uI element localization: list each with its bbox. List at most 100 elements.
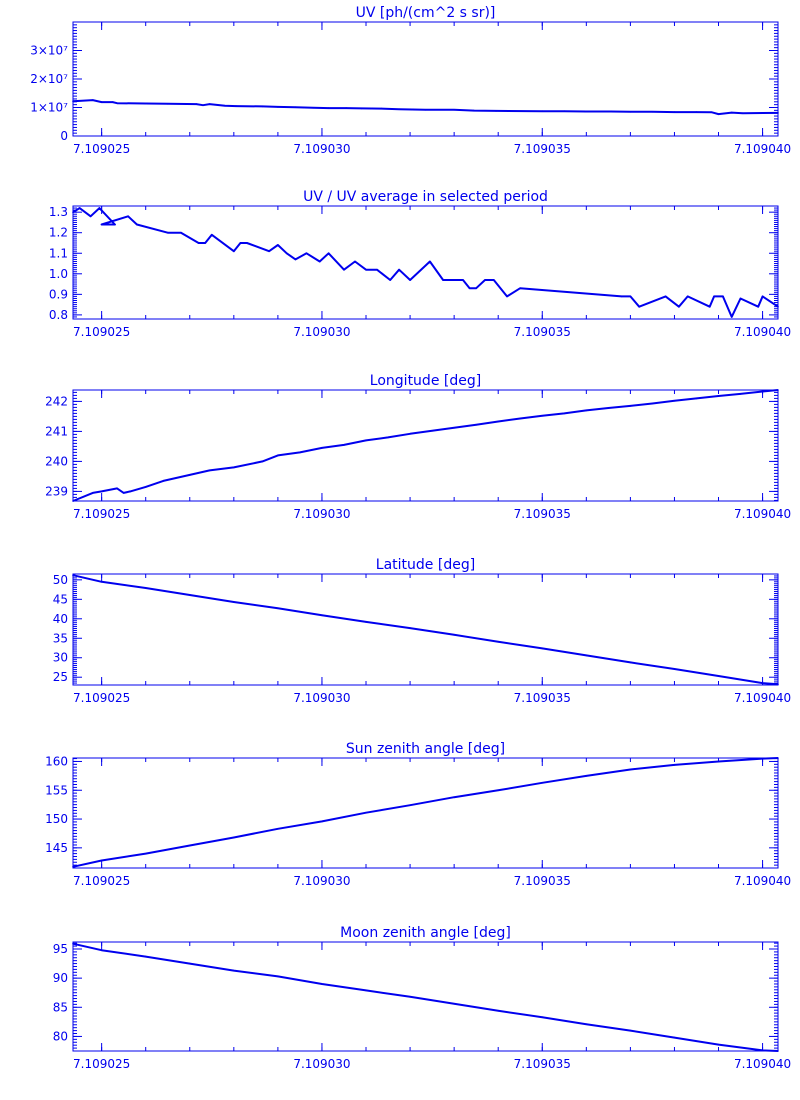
- y-tick-label: 239: [45, 484, 68, 498]
- data-point: [189, 844, 191, 847]
- data-point: [757, 305, 759, 308]
- chart-title: Sun zenith angle [deg]: [346, 741, 505, 757]
- data-point: [233, 601, 235, 603]
- data-point: [468, 287, 471, 290]
- data-point: [305, 252, 308, 255]
- data-point: [431, 430, 433, 432]
- chart-title: UV [ph/(cm^2 s sr)]: [356, 5, 496, 21]
- data-point: [673, 668, 676, 670]
- data-point: [294, 258, 297, 261]
- data-point: [629, 768, 632, 771]
- data-point: [473, 109, 475, 112]
- y-tick-label: 0: [60, 129, 68, 143]
- data-point: [761, 295, 764, 298]
- data-point: [189, 594, 191, 596]
- data-point: [261, 460, 264, 463]
- data-point: [629, 111, 632, 113]
- data-point: [777, 683, 779, 685]
- data-point: [166, 103, 169, 105]
- y-tick-label: 160: [45, 754, 68, 768]
- y-tick-label: 2×10⁷: [30, 72, 68, 86]
- data-point: [475, 287, 478, 290]
- chart-title: Longitude [deg]: [370, 373, 481, 389]
- data-point: [343, 268, 345, 271]
- data-point: [609, 110, 612, 113]
- data-point: [100, 581, 103, 583]
- x-tick-label: 7.109030: [293, 142, 350, 156]
- data-point: [72, 866, 74, 868]
- data-point: [541, 415, 544, 417]
- plot-frame: [72, 757, 779, 869]
- plot-frame: [72, 941, 779, 1052]
- data-point: [233, 250, 235, 252]
- x-tick-label: 7.109030: [293, 691, 350, 705]
- data-point: [144, 486, 147, 488]
- data-point: [739, 297, 742, 300]
- data-point: [189, 962, 191, 965]
- data-point: [208, 469, 211, 472]
- data-point: [100, 101, 103, 103]
- y-tick-label: 3×10⁷: [30, 44, 68, 58]
- data-point: [761, 390, 764, 393]
- x-tick-label: 7.109035: [514, 874, 571, 888]
- data-point: [497, 789, 500, 792]
- data-point: [299, 451, 301, 454]
- data-point: [777, 757, 779, 759]
- data-point: [365, 989, 367, 992]
- x-tick-label: 7.109040: [734, 507, 791, 521]
- data-point: [717, 113, 720, 115]
- y-tick-label: 145: [45, 841, 68, 855]
- y-tick-label: 1.0: [49, 267, 68, 281]
- data-point: [224, 105, 226, 107]
- data-point: [519, 417, 521, 420]
- data-point: [409, 279, 411, 281]
- data-point: [673, 400, 676, 402]
- data-point: [563, 110, 566, 112]
- y-tick-label: 25: [53, 670, 68, 684]
- data-point: [100, 949, 103, 951]
- data-point: [717, 1043, 720, 1046]
- data-point: [204, 242, 206, 244]
- data-point: [72, 100, 74, 102]
- data-point: [98, 207, 101, 209]
- data-point: [321, 820, 323, 823]
- y-tick-label: 0.8: [49, 308, 68, 322]
- data-point: [144, 955, 147, 958]
- data-point: [365, 439, 367, 442]
- data-point: [638, 305, 640, 308]
- data-point: [409, 804, 411, 806]
- data-point: [519, 287, 521, 290]
- data-point: [739, 393, 742, 395]
- data-point: [180, 231, 182, 234]
- series-line: [72, 207, 779, 318]
- data-point: [686, 295, 689, 298]
- x-tick-label: 7.109030: [293, 507, 350, 521]
- data-point: [100, 223, 103, 226]
- data-point: [144, 852, 147, 855]
- y-tick-label: 150: [45, 812, 68, 826]
- data-point: [195, 103, 198, 105]
- data-point: [78, 207, 81, 209]
- data-point: [497, 641, 500, 643]
- data-point: [116, 487, 118, 490]
- x-tick-label: 7.109040: [734, 142, 791, 156]
- data-point: [651, 111, 654, 113]
- plot-frame: [72, 21, 779, 137]
- data-point: [343, 444, 345, 446]
- y-tick-label: 85: [53, 1000, 68, 1014]
- series-line: [72, 757, 779, 868]
- data-point: [717, 760, 720, 763]
- series-line: [72, 574, 779, 686]
- x-tick-label: 7.109030: [293, 1057, 350, 1071]
- data-point: [327, 107, 330, 109]
- series-line: [72, 389, 779, 502]
- data-point: [442, 279, 444, 281]
- data-point: [144, 102, 147, 105]
- data-point: [312, 107, 314, 109]
- data-point: [389, 279, 392, 281]
- data-point: [541, 647, 544, 650]
- y-tick-label: 155: [45, 783, 68, 797]
- data-point: [398, 108, 400, 110]
- y-tick-label: 40: [53, 612, 68, 626]
- data-point: [777, 1050, 779, 1052]
